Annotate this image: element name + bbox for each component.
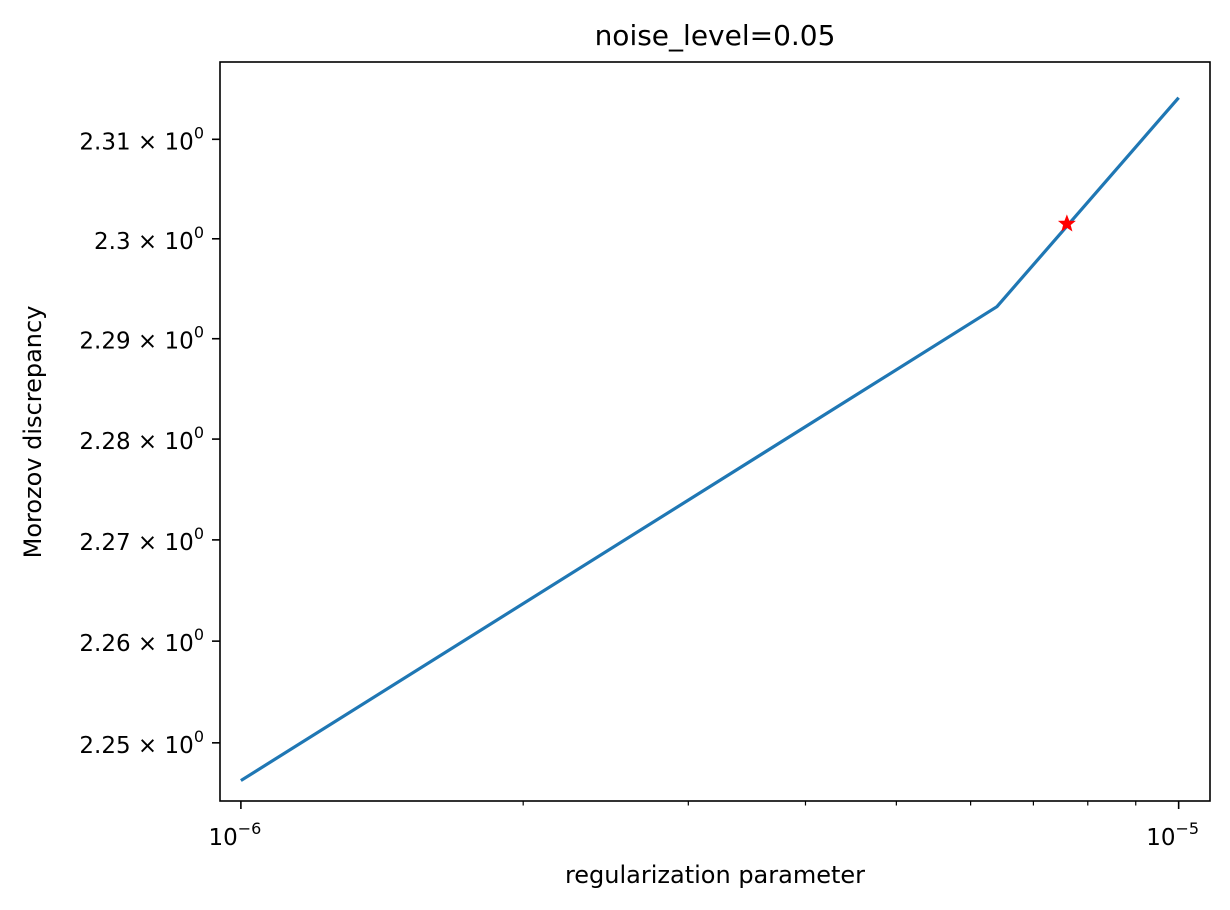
x-tick-label-1: 10−5 xyxy=(1146,819,1199,851)
y-tick-label-3: 2.28 × 100 xyxy=(79,423,204,455)
plot-area: 10−6 10−5 2.25 × 100 2.26 × 100 2.27 × 100 2.… xyxy=(79,61,1211,851)
y-tick-label-5: 2.3 × 100 xyxy=(94,223,204,255)
y-axis-label: Morozov discrepancy xyxy=(19,306,47,559)
chart-title: noise_level=0.05 xyxy=(595,19,836,52)
x-axis-label: regularization parameter xyxy=(565,861,865,889)
y-tick-label-1: 2.26 × 100 xyxy=(79,625,204,657)
y-tick-label-0: 2.25 × 100 xyxy=(79,727,204,759)
y-tick-label-2: 2.27 × 100 xyxy=(79,524,204,556)
axes-frame xyxy=(219,61,1211,802)
series-line-0 xyxy=(240,96,1180,782)
optimal-point-star-marker xyxy=(1057,214,1076,232)
x-tick-label-0: 10−6 xyxy=(208,819,261,851)
y-tick-label-6: 2.31 × 100 xyxy=(79,123,204,155)
y-tick-label-4: 2.29 × 100 xyxy=(79,323,204,355)
